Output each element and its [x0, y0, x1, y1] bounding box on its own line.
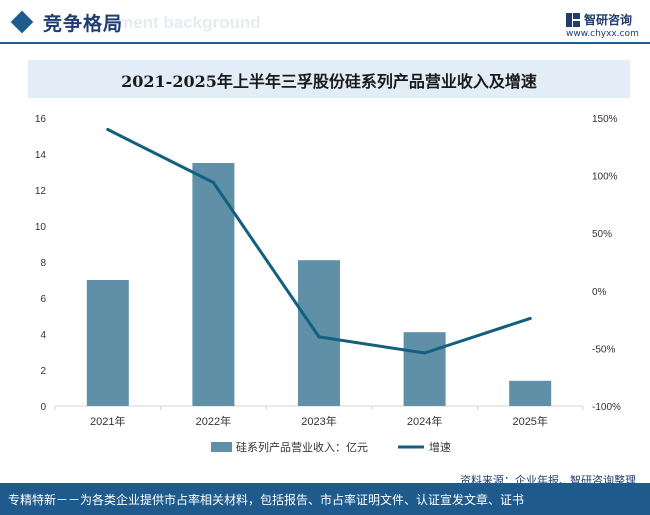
y-left-tick-label: 12 — [35, 186, 47, 197]
x-tick-label: 2021年 — [90, 414, 125, 428]
legend-bar-swatch — [211, 442, 232, 452]
footer-bar: 专精特新－－为各类企业提供市占率相关材料，包括报告、市占率证明文件、认证宣发文章… — [0, 483, 650, 515]
chart-area: 0 2 4 6 8 10 12 14 16 -100% -50% 0% 50% 100% 150% 2021年… — [35, 114, 621, 454]
bar — [192, 163, 235, 406]
y-left-tick-label: 2 — [40, 366, 46, 377]
y-left-tick-label: 8 — [40, 258, 46, 269]
growth-point — [528, 316, 532, 320]
brand-logo: 智研咨询 www.chyxx.com — [566, 10, 646, 42]
y-right-tick-label: 150% — [592, 114, 618, 125]
y-right-tick-label: 0% — [592, 287, 607, 298]
y-right-tick-label: -100% — [592, 402, 621, 413]
y-left-tick-label: 16 — [35, 114, 47, 125]
y-right-tick-label: 100% — [592, 172, 618, 183]
growth-point — [317, 335, 321, 339]
logo-icon — [566, 13, 580, 27]
growth-point — [106, 128, 110, 132]
legend-bar-label: 硅系列产品营业收入：亿元 — [236, 440, 368, 454]
logo-name: 智研咨询 — [584, 13, 633, 27]
footer-text: 专精特新－－为各类企业提供市占率相关材料，包括报告、市占率证明文件、认证宣发文章… — [8, 493, 525, 507]
chart-title: 2021-2025年上半年三孚股份硅系列产品营业收入及增速 — [121, 72, 537, 91]
growth-point — [423, 351, 427, 355]
legend-line-label: 增速 — [429, 440, 451, 454]
y-left-tick-label: 6 — [40, 294, 46, 305]
bar — [86, 280, 129, 406]
y-left-tick-label: 10 — [35, 222, 47, 233]
chart-title-band: 2021-2025年上半年三孚股份硅系列产品营业收入及增速 — [28, 60, 630, 98]
y-right-tick-label: -50% — [592, 344, 615, 355]
x-tick-label: 2022年 — [196, 414, 231, 428]
x-tick-label: 2025年 — [512, 414, 547, 428]
bar — [509, 380, 552, 406]
x-tick-label: 2023年 — [301, 414, 336, 428]
y-right-tick-label: 50% — [592, 229, 612, 240]
y-left-tick-label: 0 — [40, 402, 46, 413]
bar — [298, 260, 340, 406]
logo-url: www.chyxx.com — [566, 29, 639, 39]
bar — [403, 332, 446, 406]
header-watermark-text: ment background — [118, 13, 261, 32]
x-tick-label: 2024年 — [407, 414, 442, 428]
y-left-tick-label: 14 — [35, 150, 47, 161]
header-divider — [0, 42, 650, 44]
growth-point — [211, 181, 215, 185]
header-bar: ment background 竞争格局 — [0, 0, 650, 50]
y-left-tick-label: 4 — [40, 330, 46, 341]
page-title: 竞争格局 — [43, 13, 124, 35]
diamond-icon — [10, 10, 34, 34]
